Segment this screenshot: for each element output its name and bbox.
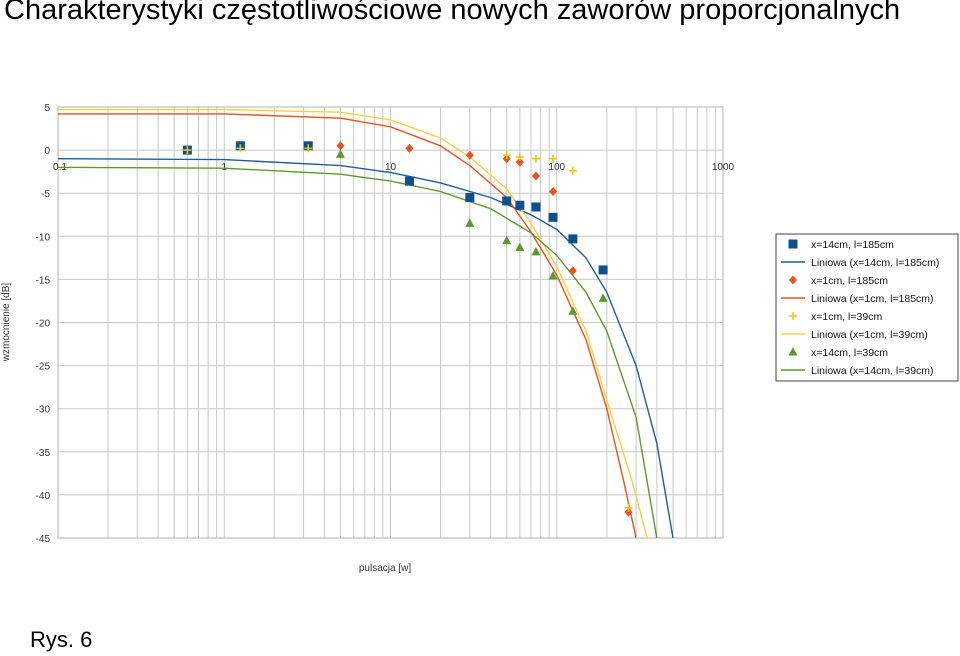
data-point [598,293,608,302]
y-tick-label: -30 [36,405,51,416]
data-point [549,186,558,196]
data-point [335,149,345,158]
data-point [531,246,541,256]
data-point [405,143,414,153]
data-point [304,144,313,153]
legend-entry: x=14cm, l=185cm [811,239,894,251]
y-tick-label: -40 [36,491,51,502]
legend-swatch-marker [789,312,797,320]
legend-entry: x=14cm, l=39cm [811,347,888,359]
grid [58,107,723,538]
data-point [624,503,633,512]
data-point [624,507,633,517]
y-tick-label: -35 [36,448,51,459]
page-title: Charakterystyki częstotliwościowe nowych… [4,0,901,26]
data-point [515,242,525,252]
legend-entry: Liniowa (x=14cm, l=39cm) [811,365,934,377]
legend-swatch-marker [789,275,797,285]
data-point [549,154,558,163]
data-point [568,166,577,175]
data-point [502,235,512,245]
figure-caption: Rys. 6 [30,627,93,652]
legend-swatch-marker [788,347,798,356]
data-point [515,157,524,167]
legend-entry: Liniowa (x=1cm, l=185cm) [811,293,934,305]
data-point [336,141,345,151]
data-point [465,193,475,203]
y-tick-labels: 5 0 -5 -10 -15 -20 -25 -30 -35 -40 -45 [36,103,51,545]
legend-entry: x=1cm, l=39cm [811,311,882,323]
data-point [598,265,608,275]
x-tick-label: 100 [548,162,565,173]
y-tick-label: -5 [41,189,50,200]
data-point [502,196,512,206]
data-point [531,171,540,181]
data-point [236,144,245,153]
x-tick-label: 1000 [712,162,735,173]
y-tick-label: -25 [36,362,51,373]
data-point [568,266,577,276]
trend-line [58,108,648,538]
data-point [515,200,525,210]
data-point [548,212,558,222]
trend-line [58,158,674,538]
legend-entry: Liniowa (x=1cm, l=39cm) [811,329,928,341]
data-point [548,270,558,280]
data-point [515,152,524,161]
data-point [183,146,192,155]
x-tick-label: 10 [385,162,397,173]
legend-swatch-marker [788,239,798,249]
y-tick-label: -45 [36,534,51,545]
data-point [531,154,540,163]
data-point [465,150,474,160]
data-points [182,141,633,517]
x-axis-label: pulsacja [w] [359,563,411,574]
data-point [404,176,414,186]
y-tick-label: -20 [36,319,51,330]
data-point [568,306,578,315]
legend: x=14cm, l=185cm Liniowa (x=14cm, l=185cm)… [775,233,959,382]
data-point [465,218,475,227]
data-point [502,151,511,160]
y-tick-label: -15 [36,275,51,286]
y-tick-label: -10 [36,232,51,243]
y-tick-label: 0 [44,146,50,157]
y-axis-label: wzmocnienie [dB] [1,283,12,363]
data-point [568,234,578,244]
data-point [531,202,541,212]
legend-entry: x=1cm, l=185cm [811,275,888,287]
legend-box [775,233,959,382]
trend-line [58,166,658,538]
legend-entry: Liniowa (x=14cm, l=185cm) [811,257,939,269]
y-tick-label: 5 [44,103,50,114]
